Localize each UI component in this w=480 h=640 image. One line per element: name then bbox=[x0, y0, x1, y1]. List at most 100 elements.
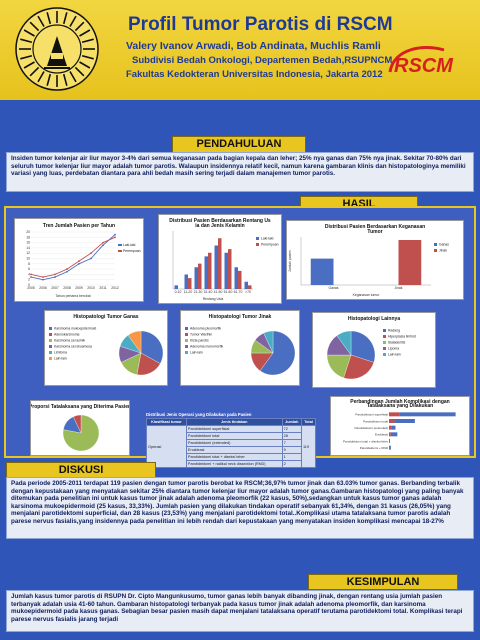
data-point bbox=[54, 273, 56, 276]
legend-swatch bbox=[118, 244, 122, 246]
pie-slice bbox=[73, 414, 82, 434]
bar bbox=[399, 412, 456, 417]
legend-swatch bbox=[185, 345, 188, 348]
table-cell: 7 bbox=[281, 439, 302, 447]
legend-swatch bbox=[383, 353, 386, 356]
bar bbox=[244, 281, 248, 289]
pie-slice bbox=[350, 330, 376, 363]
x-tick-label: 0-10 bbox=[175, 290, 182, 294]
legend-label: Adenoma pleomorfik bbox=[190, 327, 221, 331]
data-point bbox=[54, 276, 56, 278]
table-header: Jenis tindakan bbox=[185, 418, 283, 426]
pie-slice bbox=[343, 354, 375, 380]
legend-label: Lain-lain bbox=[388, 353, 401, 357]
data-point bbox=[66, 270, 68, 273]
y-tick-label: 16 bbox=[26, 241, 30, 245]
y-tick-label: 14 bbox=[26, 246, 30, 250]
malignancy-bar-chart: Distribusi Pasien Berdasarkan Keganasan … bbox=[288, 224, 449, 297]
y-tick-label: 0 bbox=[28, 283, 30, 287]
bar bbox=[390, 432, 398, 437]
x-tick-label: 11-20 bbox=[184, 290, 193, 294]
bar bbox=[218, 238, 222, 289]
y-tick-label: Parotidektomi + RND bbox=[360, 446, 389, 450]
x-tick-label: 21-30 bbox=[194, 290, 203, 294]
data-point bbox=[66, 268, 68, 270]
y-tick-label: Parotidektomi total + diseksi leher bbox=[343, 439, 388, 443]
legend-swatch bbox=[49, 351, 52, 354]
malignant-histopathology-pie: Histopatologi Tumor Ganas Karsinoma mukoe… bbox=[49, 314, 164, 376]
chart-title: Tren Jumlah Pasien per Tahun bbox=[43, 223, 115, 229]
table-cell: 1 bbox=[281, 453, 302, 461]
pie-slice bbox=[336, 330, 352, 356]
legend-swatch bbox=[49, 339, 52, 342]
chart-title: Histopatologi Lainnya bbox=[348, 316, 400, 322]
table-header: Jumlah bbox=[281, 418, 302, 426]
operation-table-title: Distribusi Jenis Operasi yang Dilakukan … bbox=[146, 412, 252, 417]
data-point bbox=[102, 244, 104, 247]
operation-table: Klasifikasi tumor Jenis tindakan Jumlah … bbox=[146, 418, 317, 468]
bar bbox=[228, 249, 232, 289]
y-tick-label: Parotidektomi (extended) bbox=[354, 426, 388, 430]
rscm-logo-text: RSCM bbox=[394, 55, 454, 77]
bar bbox=[198, 263, 202, 289]
legend-label: Perempuan bbox=[123, 249, 141, 253]
x-tick-label: Jinak bbox=[395, 286, 403, 290]
bar bbox=[389, 432, 391, 437]
legend-swatch bbox=[185, 339, 188, 342]
legend-label: Lain-lain bbox=[54, 357, 67, 361]
bar bbox=[208, 252, 212, 289]
y-tick-label: 4 bbox=[28, 272, 30, 276]
bar bbox=[248, 285, 252, 289]
y-tick-label: 20 bbox=[26, 230, 30, 234]
benign-histopathology-pie: Histopatologi Tumor Jinak Adenoma pleomor… bbox=[185, 314, 296, 376]
table-group-cell: Operasi bbox=[146, 425, 187, 468]
chart-card-benign-histo: Histopatologi Tumor Jinak Adenoma pleomor… bbox=[180, 310, 300, 386]
bar bbox=[391, 425, 396, 430]
poster-title: Profil Tumor Parotis di RSCM bbox=[128, 14, 393, 35]
legend-label: Lipoma bbox=[388, 347, 399, 351]
legend-swatch bbox=[383, 335, 386, 338]
chart-card-age: Distribusi Pasien Berdasarkan Rentang Us… bbox=[158, 214, 282, 304]
legend-swatch bbox=[383, 347, 386, 350]
chart-title: Perbandingan Jumlah Komplikasi dengan bbox=[350, 399, 449, 405]
trend-line-chart: Tren Jumlah Pasien per Tahun024681012141… bbox=[26, 223, 141, 298]
table-cell: Parotidektomi total bbox=[185, 432, 283, 440]
legend-label: Tumor Warthin bbox=[190, 333, 212, 337]
pendahuluan-text: Insiden tumor kelenjar air liur mayor 3-… bbox=[6, 152, 474, 192]
table-header: Total bbox=[300, 418, 317, 426]
legend-swatch bbox=[434, 243, 437, 246]
legend-swatch bbox=[434, 249, 437, 252]
x-tick-label: 2011 bbox=[99, 286, 106, 290]
pie-slice bbox=[263, 330, 274, 354]
section-heading-kesimpulan: KESIMPULAN bbox=[308, 574, 458, 590]
bar bbox=[224, 252, 228, 289]
legend-swatch bbox=[256, 237, 259, 240]
bar bbox=[389, 445, 391, 450]
legend-swatch bbox=[49, 357, 52, 360]
x-axis-label: Keganasan tumor bbox=[353, 293, 381, 297]
authors: Valery Ivanov Arwadi, Bob Andinata, Much… bbox=[126, 40, 381, 52]
bar bbox=[174, 285, 178, 289]
affiliation-department: Subdivisi Bedah Onkologi, Departemen Bed… bbox=[132, 55, 393, 66]
legend-swatch bbox=[383, 329, 386, 332]
x-tick-label: 2010 bbox=[87, 286, 95, 290]
section-heading-pendahuluan: PENDAHULUAN bbox=[172, 136, 306, 153]
data-point bbox=[78, 260, 80, 263]
data-point bbox=[30, 273, 32, 276]
data-point bbox=[114, 236, 116, 239]
legend-label: Laki-laki bbox=[123, 243, 136, 247]
data-point bbox=[90, 252, 92, 255]
legend-label: Karsinoma sel skuamosa bbox=[54, 345, 92, 349]
y-tick-label: 18 bbox=[26, 235, 30, 239]
chart-title: Proporsi Tatalaksana yang Diterima Pasie… bbox=[31, 404, 129, 410]
y-tick-label: 2 bbox=[28, 278, 30, 282]
data-point bbox=[30, 276, 32, 278]
legend-label: Adenoma monomorfik bbox=[190, 345, 223, 349]
legend-label: Ganas bbox=[439, 243, 449, 247]
data-point bbox=[78, 262, 80, 265]
y-tick-label: Parotidektomi superfisial bbox=[355, 413, 388, 417]
chart-title: Distribusi Pasien Berdasarkan Rentang Us bbox=[169, 218, 271, 224]
legend-swatch bbox=[49, 345, 52, 348]
legend-swatch bbox=[185, 327, 188, 330]
x-tick-label: 2012 bbox=[111, 286, 119, 290]
